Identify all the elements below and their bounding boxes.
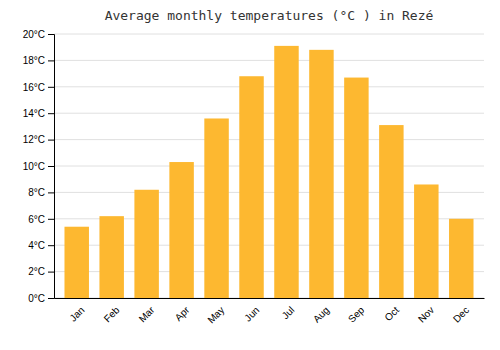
- x-tick: Sep: [346, 304, 367, 325]
- y-tick-mark: [48, 245, 54, 246]
- y-tick: 6°C: [28, 214, 54, 225]
- y-tick-mark: [48, 34, 54, 35]
- bar: [64, 227, 88, 298]
- y-tick-label: 6°C: [28, 214, 45, 225]
- y-tick: 4°C: [28, 240, 54, 251]
- bar: [274, 46, 298, 298]
- grid-line: [54, 113, 484, 114]
- grid-line: [54, 60, 484, 61]
- grid-line: [54, 34, 484, 35]
- y-tick-label: 4°C: [28, 240, 45, 251]
- y-tick-mark: [48, 298, 54, 299]
- x-tick-label: Aug: [311, 304, 331, 324]
- y-tick-mark: [48, 87, 54, 88]
- bar: [204, 118, 228, 298]
- x-tick: Feb: [102, 304, 122, 324]
- grid-line: [54, 139, 484, 140]
- y-tick-mark: [48, 140, 54, 141]
- bar: [239, 76, 263, 298]
- x-tick: Apr: [173, 304, 192, 323]
- y-tick: 0°C: [28, 293, 54, 304]
- y-tick-label: 12°C: [23, 134, 45, 145]
- y-tick-mark: [48, 60, 54, 61]
- x-tick: Nov: [416, 304, 436, 324]
- y-tick-label: 0°C: [28, 293, 45, 304]
- bar: [169, 162, 193, 298]
- grid-line: [54, 86, 484, 87]
- y-tick-label: 18°C: [23, 55, 45, 66]
- y-tick: 18°C: [23, 55, 54, 66]
- x-tick-label: Dec: [451, 304, 471, 324]
- x-tick-label: Nov: [416, 304, 436, 324]
- x-tick: Aug: [311, 304, 331, 324]
- x-tick-label: May: [205, 304, 226, 325]
- y-tick-label: 2°C: [28, 266, 45, 277]
- x-axis: Jan Feb Mar Apr May Jun Jul Aug Sep Oct Nov Dec: [55, 299, 485, 326]
- x-tick: Oct: [382, 304, 401, 323]
- y-tick: 14°C: [23, 108, 54, 119]
- y-tick: 12°C: [23, 134, 54, 145]
- y-tick-label: 10°C: [23, 161, 45, 172]
- x-tick: Jan: [67, 304, 86, 323]
- x-tick-label: Oct: [382, 304, 401, 323]
- y-tick-mark: [48, 272, 54, 273]
- y-tick-label: 14°C: [23, 108, 45, 119]
- bar: [99, 216, 123, 298]
- x-tick-label: Mar: [137, 304, 157, 324]
- bars: [64, 46, 473, 298]
- y-tick-label: 8°C: [28, 187, 45, 198]
- y-tick-label: 20°C: [23, 29, 45, 40]
- bar: [414, 184, 438, 298]
- x-tick-label: Jun: [242, 304, 261, 323]
- x-tick-label: Apr: [173, 304, 192, 323]
- y-tick: 16°C: [23, 82, 54, 93]
- y-tick: 20°C: [23, 29, 54, 40]
- bar: [134, 190, 158, 298]
- x-axis-line: [55, 298, 485, 299]
- y-axis: 0°C 2°C 4°C 6°C 8°C 10°C 12°C 14°C 16°C 18°C 20°C: [23, 29, 55, 304]
- bar: [379, 125, 403, 298]
- grid-line: [54, 166, 484, 167]
- bar: [309, 50, 333, 298]
- y-tick-mark: [48, 192, 54, 193]
- x-tick: Jul: [280, 304, 297, 321]
- y-tick: 8°C: [28, 187, 54, 198]
- title: Average monthly temperatures (°C ) in Re…: [105, 8, 434, 23]
- y-tick-label: 16°C: [23, 82, 45, 93]
- x-tick-label: Jan: [67, 304, 86, 323]
- y-tick-mark: [48, 113, 54, 114]
- x-tick: Dec: [451, 304, 471, 324]
- y-tick: 2°C: [28, 266, 54, 277]
- chart: 0°C 2°C 4°C 6°C 8°C 10°C 12°C 14°C 16°C 18°C 20°C J…: [0, 0, 500, 350]
- bar: [449, 219, 473, 298]
- x-tick-label: Sep: [346, 304, 367, 325]
- y-tick-mark: [48, 219, 54, 220]
- y-axis-line: [48, 35, 55, 299]
- x-tick: May: [205, 304, 226, 325]
- x-tick: Mar: [137, 304, 157, 324]
- plot: 0°C 2°C 4°C 6°C 8°C 10°C 12°C 14°C 16°C 18°C 20°C J…: [23, 29, 485, 326]
- grid: [54, 34, 484, 298]
- bar: [344, 78, 368, 298]
- x-tick: Jun: [242, 304, 261, 323]
- x-tick-label: Feb: [102, 304, 122, 324]
- x-tick-label: Jul: [280, 304, 297, 321]
- y-tick: 10°C: [23, 161, 54, 172]
- y-tick-mark: [48, 166, 54, 167]
